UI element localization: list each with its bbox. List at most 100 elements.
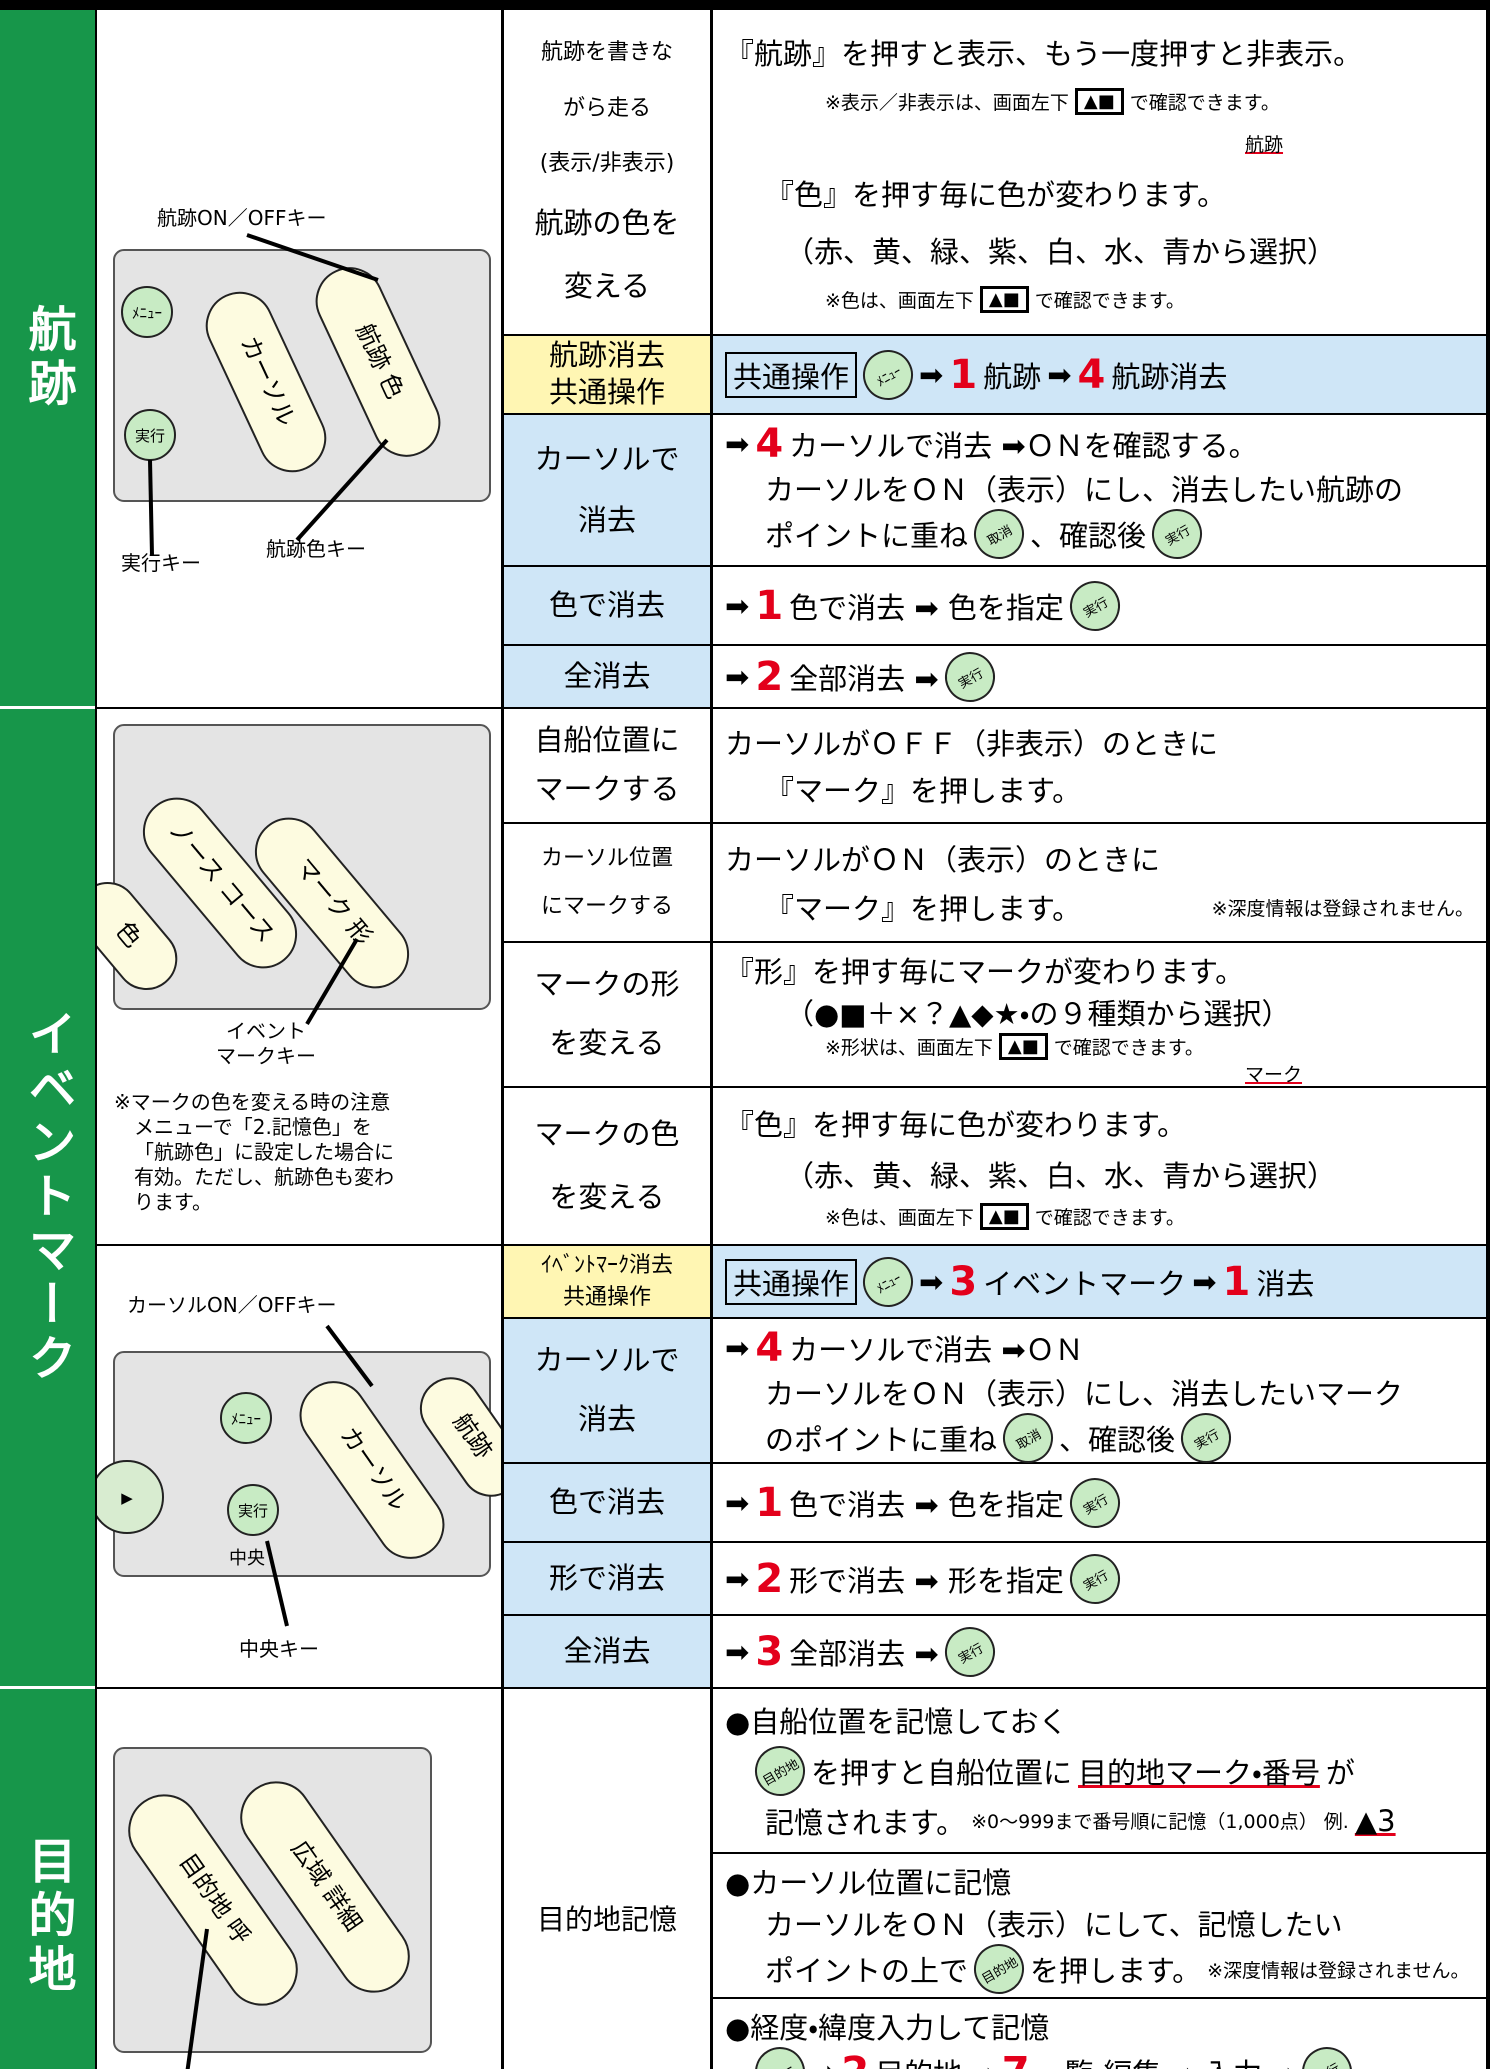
content-line: 『航跡』を押すと表示、もう一度押すと非表示。 — [725, 31, 1474, 73]
row-label-text: 形で消去 — [548, 1560, 665, 1595]
row-content: 『形』を押す毎にマークが変わります。 （●■＋×？▲◆★・の９種類から選択） ※形状… — [712, 943, 1486, 1088]
content-line: 記憶されます。 ※0～999まで番号順に記憶（1,000点） 例. ▲3 — [725, 1800, 1474, 1842]
content-line: ➡ 2 形で消去 ➡ 形を指定 実行 — [725, 1544, 1474, 1613]
step-number: 4 — [755, 421, 784, 467]
text: ポイントに重ね — [765, 519, 969, 553]
row-content: カーソルがＯＦＦ（非表示）のときに 『マーク』を押します。 — [712, 709, 1486, 824]
row-content: ●経度・緯度入力して記憶ﾒﾆｭｰ➡2目的地 ➡7一覧・編集 ➡ 入力 ➡実行➡ﾒ… — [712, 1999, 1486, 2069]
content-line: カーソルをＯＮ（表示）にして、記憶したい — [725, 1902, 1474, 1944]
key-shape — [128, 1794, 298, 2006]
right-rule — [1486, 0, 1490, 2069]
content-line: ●カーソル位置に記憶 — [725, 1860, 1474, 1902]
row-label: 全消去 — [504, 1616, 712, 1689]
content-line: のポイントに重ね 取消 、確認後 実行 — [725, 1403, 1474, 1473]
section-title: イベントマーク — [0, 709, 95, 1689]
key-shape — [220, 1392, 272, 1444]
text: を押します。 — [1030, 1954, 1202, 1988]
row-label-text: 消去 — [577, 502, 636, 537]
text: ●カーソル位置に記憶 — [725, 1866, 1012, 1900]
row-label-text: がら走る — [562, 95, 651, 121]
content-line: 『マーク』を押します。 ※深度情報は登録されません。 — [725, 886, 1474, 928]
leader-line — [325, 1324, 374, 1388]
row-content: ➡ 2 形で消去 ➡ 形を指定 実行 — [712, 1543, 1486, 1616]
key-shape — [315, 267, 441, 457]
row-content: ➡ 4 カーソルで消去 ➡ＯＮ カーソルをＯＮ（表示）にし、消去したいマーク のポイント… — [712, 1319, 1486, 1473]
content-line: ➡ 1 色で消去 ➡ 色を指定 実行 — [725, 571, 1474, 640]
text: 全部消去 ➡ — [789, 662, 939, 696]
key: カーソル — [205, 291, 327, 473]
figure-note: 有効。ただし、航跡色も変わ — [134, 1165, 394, 1189]
content-line: （●■＋×？▲◆★・の９種類から選択） — [725, 991, 1474, 1033]
note: ※表示／非表示は、画面左下 — [825, 92, 1069, 114]
figure-cell: ▶ ﾒﾆｭｰ 実行 カーソル 航跡 中央 カーソルON／OFFキー 中央キー — [90, 1246, 523, 1689]
key-shape — [205, 291, 327, 473]
text: 航跡 — [983, 359, 1042, 394]
row-label: カーソル位置 にマークする — [504, 824, 712, 943]
content-line: ●経度・緯度入力して記憶 — [725, 2005, 1474, 2047]
text: ●経度・緯度入力して記憶 — [725, 2011, 1050, 2045]
row-label: マークの形 を変える — [504, 943, 712, 1088]
callout: 航跡 — [1245, 134, 1284, 156]
step-number: 1 — [1222, 1258, 1251, 1305]
row-label-text: カーソル位置 — [540, 846, 673, 872]
text: 『色』を押す毎に色が変わります。 — [725, 1108, 1187, 1143]
key: 航跡 — [419, 1377, 523, 1497]
key-shape — [240, 1781, 410, 1993]
text: が — [1325, 1755, 1355, 1790]
note: ※形状は、画面左下 — [825, 1037, 993, 1059]
text: カーソルで消去 ➡ＯＮ — [789, 1333, 1084, 1367]
text: カーソルがＯＦＦ（非表示）のときに — [725, 726, 1219, 761]
row-content: ●カーソル位置に記憶 カーソルをＯＮ（表示）にして、記憶したい ポイントの上で 目的地… — [712, 1854, 1486, 2004]
content-line: 『色』を押す毎に色が変わります。 — [725, 172, 1474, 214]
text: 色で消去 ➡ 色を指定 — [789, 590, 1064, 625]
content-line: 共通操作 ﾒﾆｭｰ ➡ 3 イベントマーク ➡ 1 消去 — [725, 1247, 1474, 1316]
step-number: 1 — [949, 351, 978, 398]
text: ➡ — [919, 1264, 944, 1299]
row-content: 『航跡』を押すと表示、もう一度押すと非表示。 ※表示／非表示は、画面左下 ▲■ で確認… — [712, 10, 1486, 336]
figure-label: マークキー — [216, 1044, 316, 1068]
row-content: ➡ 4 カーソルで消去 ➡ＯＮを確認する。 カーソルをＯＮ（表示）にし、消去したい航跡… — [712, 415, 1486, 569]
leader-line — [185, 1928, 209, 2069]
text: 全部消去 ➡ — [789, 1636, 939, 1671]
note: で確認できます。 — [1129, 92, 1280, 114]
underlined-text: ▲3 — [1354, 1803, 1396, 1838]
row-label: カーソルで 消去 — [504, 1319, 712, 1464]
content-line: ポイントに重ね 取消 、確認後 実行 — [725, 499, 1474, 569]
screen-icon: ▲■ — [1074, 88, 1124, 115]
text: カーソルで消去 ➡ＯＮを確認する。 — [789, 429, 1258, 463]
figure-label: 実行キー — [121, 551, 201, 575]
text: ●自船位置を記憶しておく — [725, 1705, 1068, 1740]
row-content: ➡ 3 全部消去 ➡ 実行 — [712, 1616, 1486, 1689]
button-icon: ﾒﾆｭｰ — [853, 340, 923, 409]
text: カーソルをＯＮ（表示）にし、消去したい航跡の — [765, 473, 1404, 507]
step-number: 1 — [755, 1479, 784, 1526]
figure-note: メニューで「2.記憶色」を — [134, 1115, 372, 1139]
row-label: 色で消去 — [504, 1464, 712, 1543]
figure-cell: ﾒﾆｭｰ 実行 カーソル 航跡 色 航跡ON／OFFキー 実行キー 航跡色キー — [97, 10, 501, 709]
key: ▶ — [90, 1460, 164, 1534]
content-line: ●自船位置を記憶しておく — [725, 1699, 1474, 1741]
step-number: 2 — [841, 2049, 869, 2069]
row-label-text: 全消去 — [563, 658, 651, 693]
row-label-text: マークの色 — [534, 1116, 680, 1151]
button-icon: 目的地 — [964, 1934, 1034, 2004]
note: ※深度情報は登録されません。 — [1207, 1959, 1470, 1982]
key-label: 実行 — [238, 1502, 268, 1520]
text: （赤、黄、緑、紫、白、水、青から選択） — [785, 1158, 1337, 1193]
row-label-text: にマークする — [540, 893, 673, 919]
content-line: （赤、黄、緑、紫、白、水、青から選択） — [725, 1153, 1474, 1195]
row-content: ➡ 2 全部消去 ➡ 実行 — [712, 642, 1486, 712]
key-shape — [227, 1484, 279, 1536]
row-label-text: 色で消去 — [548, 587, 665, 622]
row-content: 共通操作 ﾒﾆｭｰ ➡ 1 航跡 ➡ 4 航跡消去 — [712, 336, 1486, 415]
callout: マーク — [1245, 1064, 1303, 1086]
text: 形で消去 ➡ 形を指定 — [789, 1563, 1064, 1598]
underlined-text: 目的地マーク・番号 — [1078, 1755, 1320, 1790]
section-title: 航跡 — [0, 10, 95, 709]
text: 消去 — [1256, 1266, 1315, 1301]
text: のポイントに重ね — [765, 1423, 998, 1457]
key-shape — [254, 817, 410, 989]
screen-icon: ▲■ — [979, 1202, 1029, 1230]
